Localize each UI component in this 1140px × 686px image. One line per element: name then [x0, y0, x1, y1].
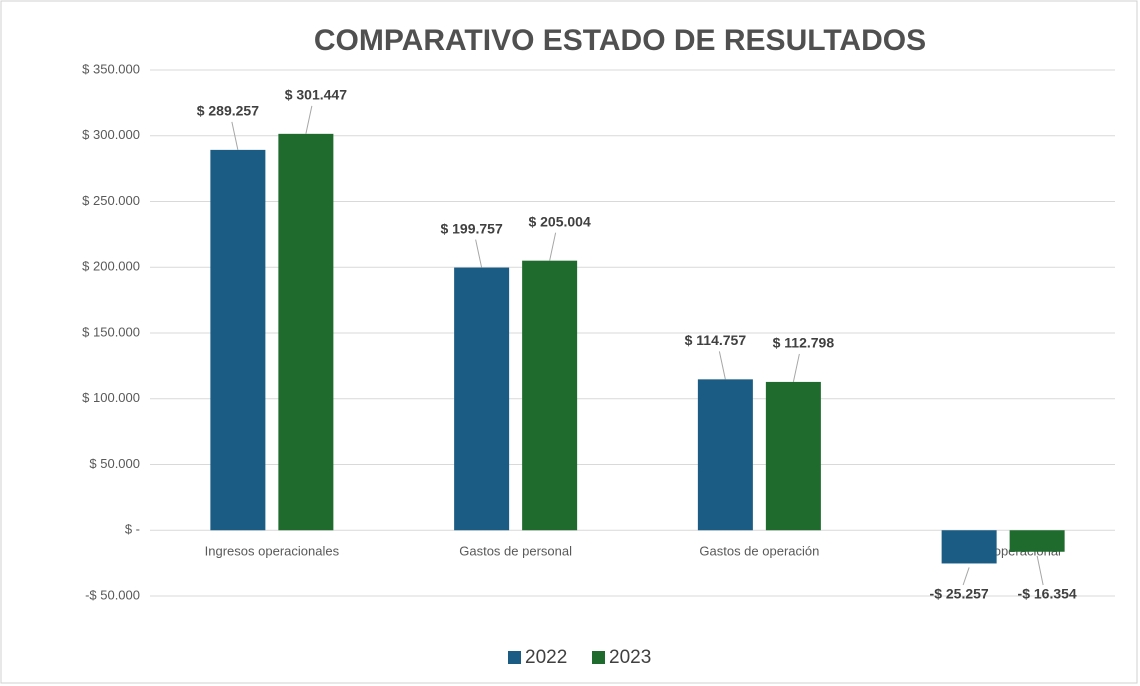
data-label: -$ 16.354 [1018, 586, 1077, 602]
chart-title: COMPARATIVO ESTADO DE RESULTADOS [314, 24, 926, 57]
data-label: $ 112.798 [773, 335, 835, 351]
bar [278, 133, 334, 531]
bar [697, 379, 753, 531]
data-label: $ 205.004 [528, 213, 590, 229]
legend-swatch [592, 651, 605, 664]
data-label: $ 301.447 [285, 87, 347, 103]
data-label: $ 289.257 [197, 103, 259, 119]
y-tick-label: $ 350.000 [82, 61, 140, 76]
leader-line [475, 239, 483, 268]
y-tick-label: -$ 50.000 [85, 587, 140, 602]
y-tick-label: $ 250.000 [82, 193, 140, 208]
leader-line [231, 121, 239, 150]
leader-line [962, 567, 970, 586]
x-tick-label: Ingresos operacionales [205, 543, 340, 558]
bar [941, 530, 997, 564]
y-tick-label: $ 300.000 [82, 127, 140, 142]
leader-line [718, 351, 726, 380]
leader-line [305, 105, 313, 134]
y-tick-label: $ 100.000 [82, 390, 140, 405]
leader-line [792, 353, 800, 383]
legend-label: 2023 [609, 647, 651, 668]
leader-line [1036, 555, 1044, 586]
y-tick-label: $ 50.000 [89, 456, 140, 471]
x-tick-label: Gastos de operación [699, 543, 819, 558]
y-tick-label: $ 150.000 [82, 324, 140, 339]
bar [454, 267, 510, 531]
legend-label: 2022 [525, 647, 567, 668]
x-tick-label: Gastos de personal [459, 543, 572, 558]
bar [522, 260, 578, 531]
data-label: $ 114.757 [685, 332, 747, 348]
data-label: -$ 25.257 [930, 586, 989, 602]
bar [765, 381, 821, 531]
bar [1009, 530, 1065, 552]
legend-swatch [508, 651, 521, 664]
data-label: $ 199.757 [440, 220, 502, 236]
y-tick-label: $ 200.000 [82, 259, 140, 274]
leader-line [549, 232, 557, 261]
bar [210, 149, 266, 531]
y-tick-label: $ - [125, 522, 140, 537]
